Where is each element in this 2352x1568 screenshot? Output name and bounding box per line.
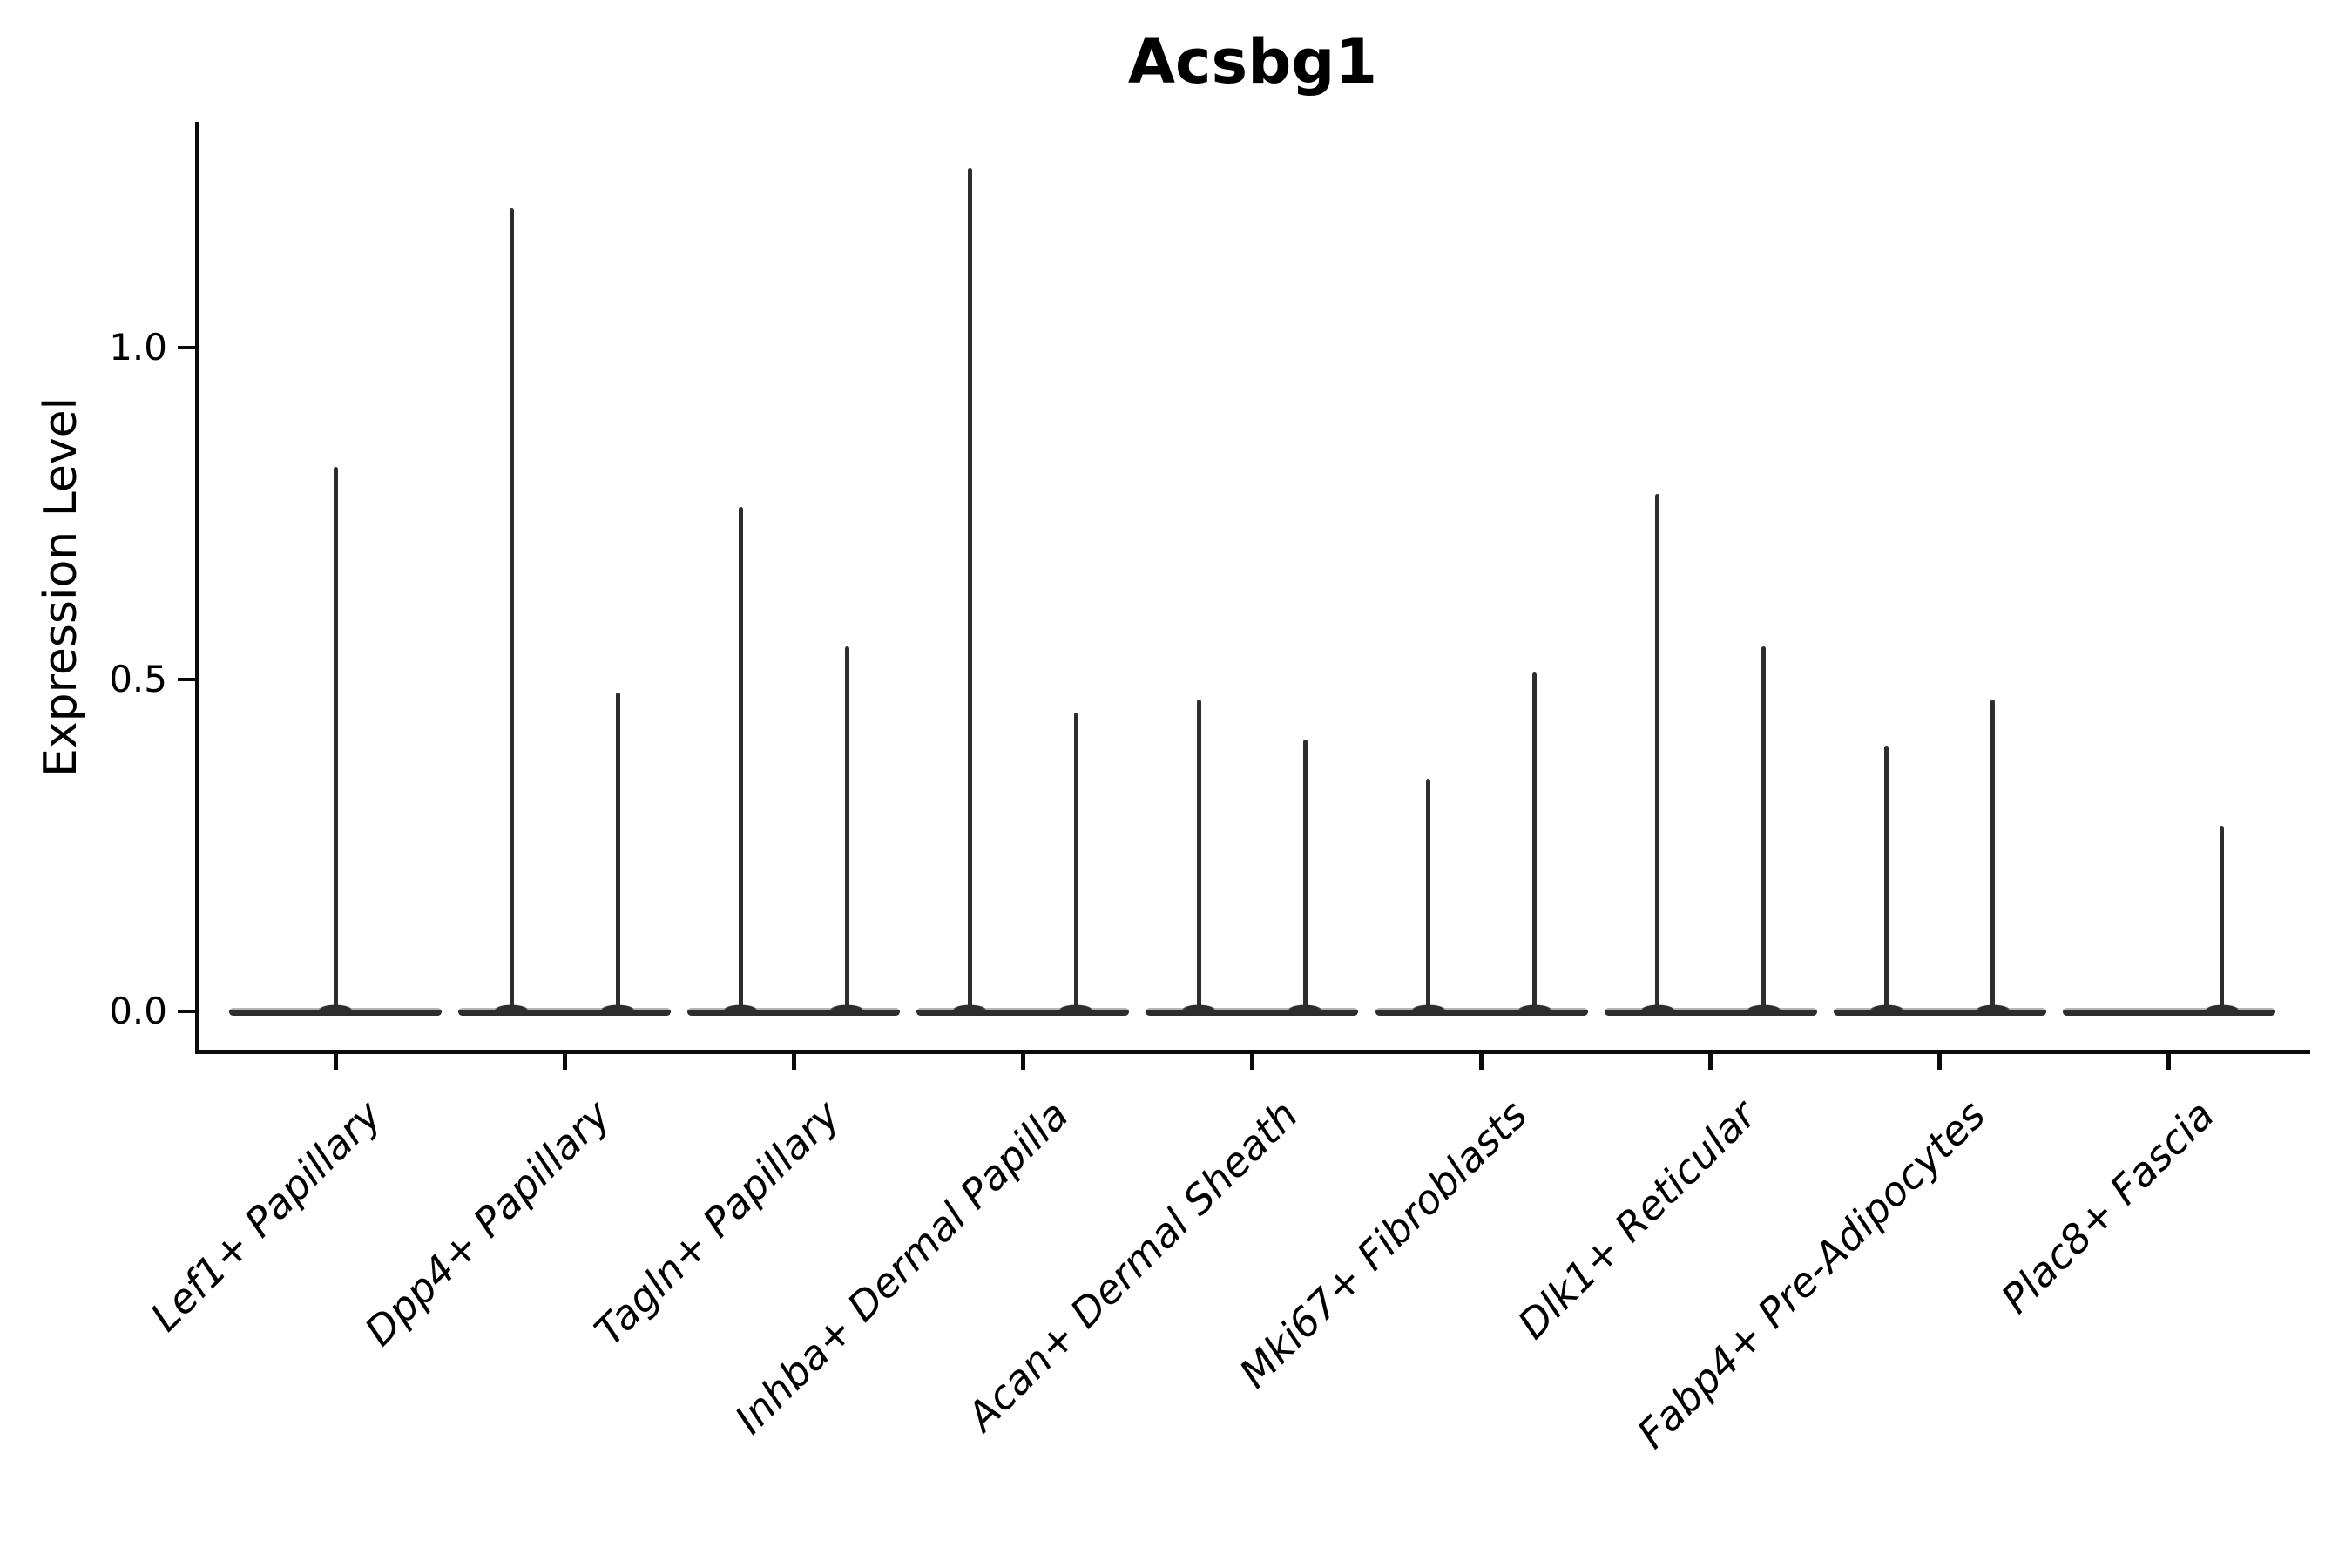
x-tick-mark <box>2166 1054 2172 1070</box>
x-tick-mark <box>1708 1054 1713 1070</box>
y-tick-label: 1.0 <box>109 326 167 368</box>
chart-title: Acsbg1 <box>1127 26 1378 98</box>
violin-spike <box>844 645 849 1011</box>
x-tick-mark <box>1020 1054 1025 1070</box>
violin-base <box>687 1007 901 1016</box>
violin-spike <box>1073 713 1078 1011</box>
x-tick-mark <box>1479 1054 1484 1070</box>
violin-base <box>1604 1007 1817 1016</box>
y-tick-label: 0.5 <box>109 658 167 700</box>
x-tick-mark <box>1937 1054 1943 1070</box>
x-tick-mark <box>791 1054 796 1070</box>
x-tick-label: Dlk1+ Reticular <box>1508 1091 1766 1348</box>
x-axis-spine <box>195 1050 2310 1054</box>
x-tick-mark <box>1249 1054 1254 1070</box>
x-tick-mark <box>333 1054 338 1070</box>
y-axis-spine <box>195 122 199 1054</box>
y-tick-mark <box>178 346 195 349</box>
y-tick-label: 0.0 <box>109 990 167 1032</box>
y-tick-mark <box>178 1010 195 1013</box>
violin-spike <box>967 168 972 1011</box>
violin-base <box>229 1007 442 1016</box>
violin-spike <box>1655 493 1660 1011</box>
violin-spike <box>1761 645 1767 1011</box>
violin-spike <box>1426 779 1430 1011</box>
x-tick-mark <box>562 1054 567 1070</box>
x-tick-label: Dpp4+ Papillary <box>355 1091 619 1355</box>
violin-base <box>2062 1007 2275 1016</box>
violin-base <box>1833 1007 2046 1016</box>
violin-spike <box>615 693 620 1011</box>
violin-spike <box>509 207 514 1011</box>
violin-base <box>1375 1007 1588 1016</box>
violin-spike <box>2220 825 2225 1011</box>
x-tick-label: Plac8+ Fascia <box>1992 1091 2224 1322</box>
x-tick-label: Lef1+ Papillary <box>140 1091 390 1341</box>
violin-spike <box>1196 699 1201 1011</box>
violin-base <box>916 1007 1130 1016</box>
y-axis-label: Expression Level <box>35 396 87 778</box>
violin-spike <box>333 467 338 1011</box>
x-tick-label: Tagln+ Papillary <box>585 1091 848 1355</box>
violin-spike <box>1532 672 1537 1011</box>
violin-spike <box>738 506 743 1011</box>
violin-base <box>458 1007 672 1016</box>
violin-spike <box>1884 746 1889 1011</box>
violin-base <box>1146 1007 1359 1016</box>
violin-spike <box>1302 739 1308 1011</box>
y-tick-mark <box>178 678 195 681</box>
violin-spike <box>1990 699 1996 1011</box>
